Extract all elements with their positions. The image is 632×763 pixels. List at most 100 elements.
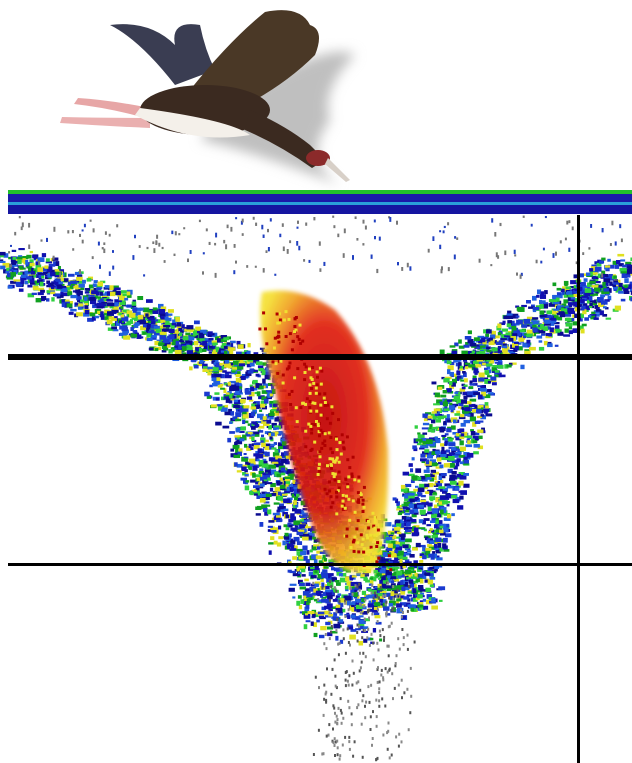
echo-pixel [403,506,408,509]
echo-pixel [250,480,256,483]
echo-pixel [398,512,402,515]
echo-pixel [260,483,265,486]
echo-pixel [359,641,364,646]
echo-pixel [349,635,356,640]
echo-pixel [351,605,354,607]
echo-pixel [279,360,282,363]
echo-pixel [5,271,9,273]
echo-pixel [321,599,327,603]
echo-pixel [237,470,242,472]
echo-pixel [351,712,353,715]
echo-pixel [433,463,439,466]
echo-pixel [396,595,398,598]
echo-pixel [287,469,291,472]
echo-pixel [428,531,431,533]
echo-pixel [226,392,230,394]
echo-pixel [485,334,489,337]
echo-pixel [41,239,43,241]
echo-pixel [464,378,468,382]
echo-pixel [395,662,397,665]
echo-pixel [333,624,340,629]
echo-pixel [276,372,279,375]
echo-pixel [432,427,438,429]
echo-pixel [457,370,460,373]
echo-pixel [462,387,466,390]
echo-pixel [268,520,274,523]
echo-pixel [441,266,443,270]
echo-pixel [271,409,276,411]
echo-pixel [110,306,114,308]
echo-pixel [449,405,455,410]
echo-pixel [323,698,325,701]
echo-pixel [98,242,100,246]
echo-pixel [304,430,307,433]
echo-pixel [467,440,471,444]
echo-pixel [121,290,127,293]
echo-pixel [273,404,278,407]
echo-pixel [0,261,6,263]
echo-pixel [590,224,592,228]
echo-pixel [439,530,444,534]
echo-pixel [296,241,298,246]
echo-pixel [365,655,367,658]
echo-pixel [122,329,128,332]
echo-pixel [468,339,474,343]
echo-pixel [41,296,46,300]
echo-pixel [443,230,445,233]
echo-pixel [449,443,456,446]
echo-pixel [14,279,21,281]
echo-pixel [563,299,568,303]
echo-pixel [230,227,232,232]
echo-pixel [14,232,16,235]
echo-pixel [377,529,380,532]
echo-pixel [611,221,613,226]
echo-pixel [483,409,489,412]
echo-pixel [422,433,427,435]
echo-pixel [355,216,357,219]
echo-pixel [582,324,587,327]
echo-pixel [424,470,430,473]
echo-pixel [514,254,516,256]
echo-pixel [274,502,280,504]
echo-pixel [287,249,289,254]
echo-pixel [402,545,408,549]
echo-pixel [595,267,602,272]
echo-pixel [401,485,406,489]
echo-pixel [264,399,269,404]
echo-pixel [345,684,347,687]
echo-pixel [328,614,333,617]
echo-pixel [592,285,599,287]
echo-pixel [355,628,361,630]
echo-pixel [400,580,403,585]
echo-pixel [438,387,443,390]
echo-pixel [430,528,433,531]
echo-pixel [228,347,233,351]
echo-pixel [109,271,111,276]
echo-pixel [247,396,252,399]
echo-pixel [481,414,485,417]
echo-pixel [311,366,314,369]
echo-pixel [310,387,313,390]
echo-pixel [412,532,419,536]
echo-pixel [375,758,377,761]
echo-pixel [227,438,231,442]
echo-pixel [441,473,447,476]
echo-pixel [336,582,341,586]
echo-pixel [229,394,232,399]
echo-pixel [458,481,463,486]
echo-pixel [407,610,409,613]
echo-pixel [402,587,406,592]
echo-pixel [426,467,429,470]
echo-pixel [316,555,322,559]
echo-pixel [440,526,444,529]
echo-pixel [424,484,429,487]
echo-pixel [490,377,496,381]
echo-pixel [364,598,366,601]
echo-pixel [119,320,122,323]
echo-pixel [593,272,598,275]
echo-pixel [177,322,181,326]
echo-pixel [242,219,244,223]
echo-pixel [403,643,405,646]
echo-pixel [334,586,336,589]
echo-pixel [540,261,542,264]
